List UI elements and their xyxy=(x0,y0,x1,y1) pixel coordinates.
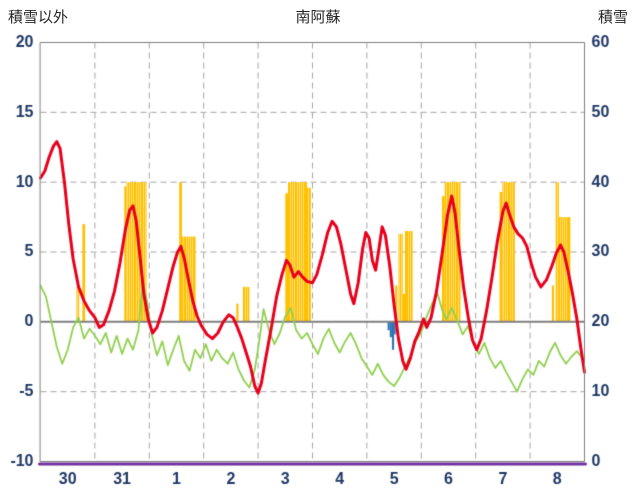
left-axis-title: 積雪以外 xyxy=(8,9,69,26)
right-axis-title: 積雪 xyxy=(597,9,628,26)
chart-title: 南阿蘇 xyxy=(295,9,341,26)
